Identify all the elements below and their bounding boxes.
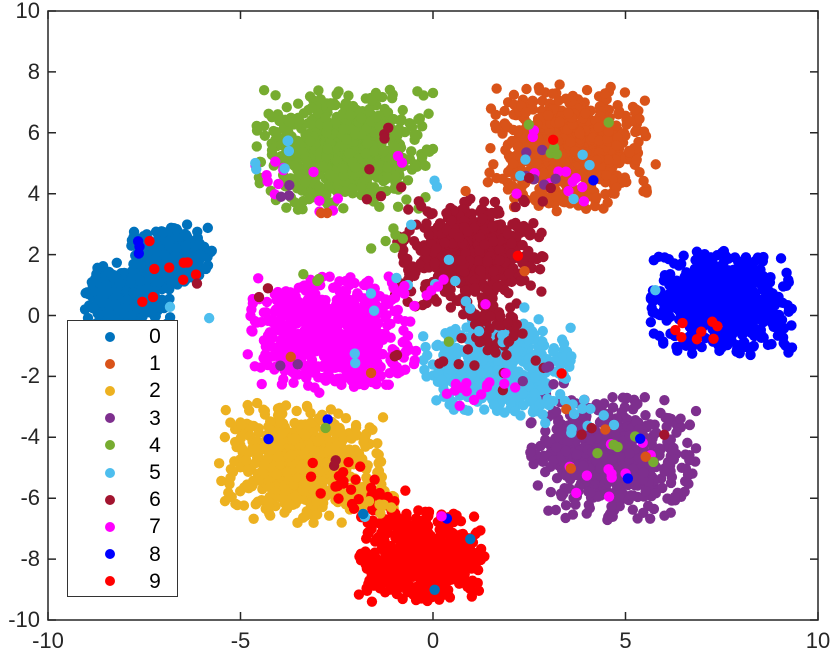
y-tick-label: -8 xyxy=(20,546,40,572)
legend-marker-dot-icon xyxy=(105,440,115,451)
x-tick-label: 0 xyxy=(426,628,440,653)
legend-entry-label: 1 xyxy=(149,352,161,376)
legend-entry: 8 xyxy=(68,541,177,568)
legend-entry: 7 xyxy=(68,513,177,540)
y-tick-label: 4 xyxy=(27,180,40,206)
y-tick-label: -6 xyxy=(20,485,40,511)
legend-entry: 9 xyxy=(68,568,177,595)
legend-entry: 1 xyxy=(68,350,177,377)
x-tick-label: 10 xyxy=(805,628,830,653)
legend-entry: 6 xyxy=(68,486,177,513)
legend-entry-label: 9 xyxy=(149,569,161,593)
legend-entry-label: 2 xyxy=(149,379,161,403)
legend-marker-dot-icon xyxy=(105,521,115,532)
x-tick-label: -10 xyxy=(32,628,64,653)
legend-marker-dot-icon xyxy=(105,576,115,587)
legend-marker-dot-icon xyxy=(105,358,115,369)
y-tick-label: -4 xyxy=(20,424,40,450)
y-tick-label: 8 xyxy=(27,58,40,84)
legend-entry-label: 6 xyxy=(149,488,161,512)
legend-entry-label: 8 xyxy=(149,542,161,566)
legend-marker-dot-icon xyxy=(105,494,115,505)
legend-entry-label: 0 xyxy=(149,325,161,349)
y-tick-label: 2 xyxy=(27,241,40,267)
legend-entry-label: 3 xyxy=(149,406,161,430)
legend: 0 1 2 3 4 5 6 7 8 9 xyxy=(67,320,178,597)
legend-marker-dot-icon xyxy=(105,413,115,424)
y-tick-label: 0 xyxy=(27,302,40,328)
x-tick-label: -5 xyxy=(230,628,251,653)
y-tick-label: -2 xyxy=(20,363,40,389)
legend-entry: 5 xyxy=(68,459,177,486)
y-tick-label: 6 xyxy=(27,119,40,145)
legend-entry: 2 xyxy=(68,377,177,404)
legend-marker-dot-icon xyxy=(105,331,115,342)
legend-entry: 3 xyxy=(68,405,177,432)
legend-entry: 4 xyxy=(68,432,177,459)
legend-entry-label: 7 xyxy=(149,515,161,539)
y-tick-label: 10 xyxy=(15,0,40,23)
legend-marker-dot-icon xyxy=(105,467,115,478)
legend-marker-dot-icon xyxy=(105,385,115,396)
legend-entry: 0 xyxy=(68,323,177,350)
legend-marker-dot-icon xyxy=(105,549,115,560)
legend-entry-label: 4 xyxy=(149,433,161,457)
y-tick-label: -10 xyxy=(8,607,40,632)
legend-entry-label: 5 xyxy=(149,461,161,485)
x-tick-label: 5 xyxy=(619,628,632,653)
